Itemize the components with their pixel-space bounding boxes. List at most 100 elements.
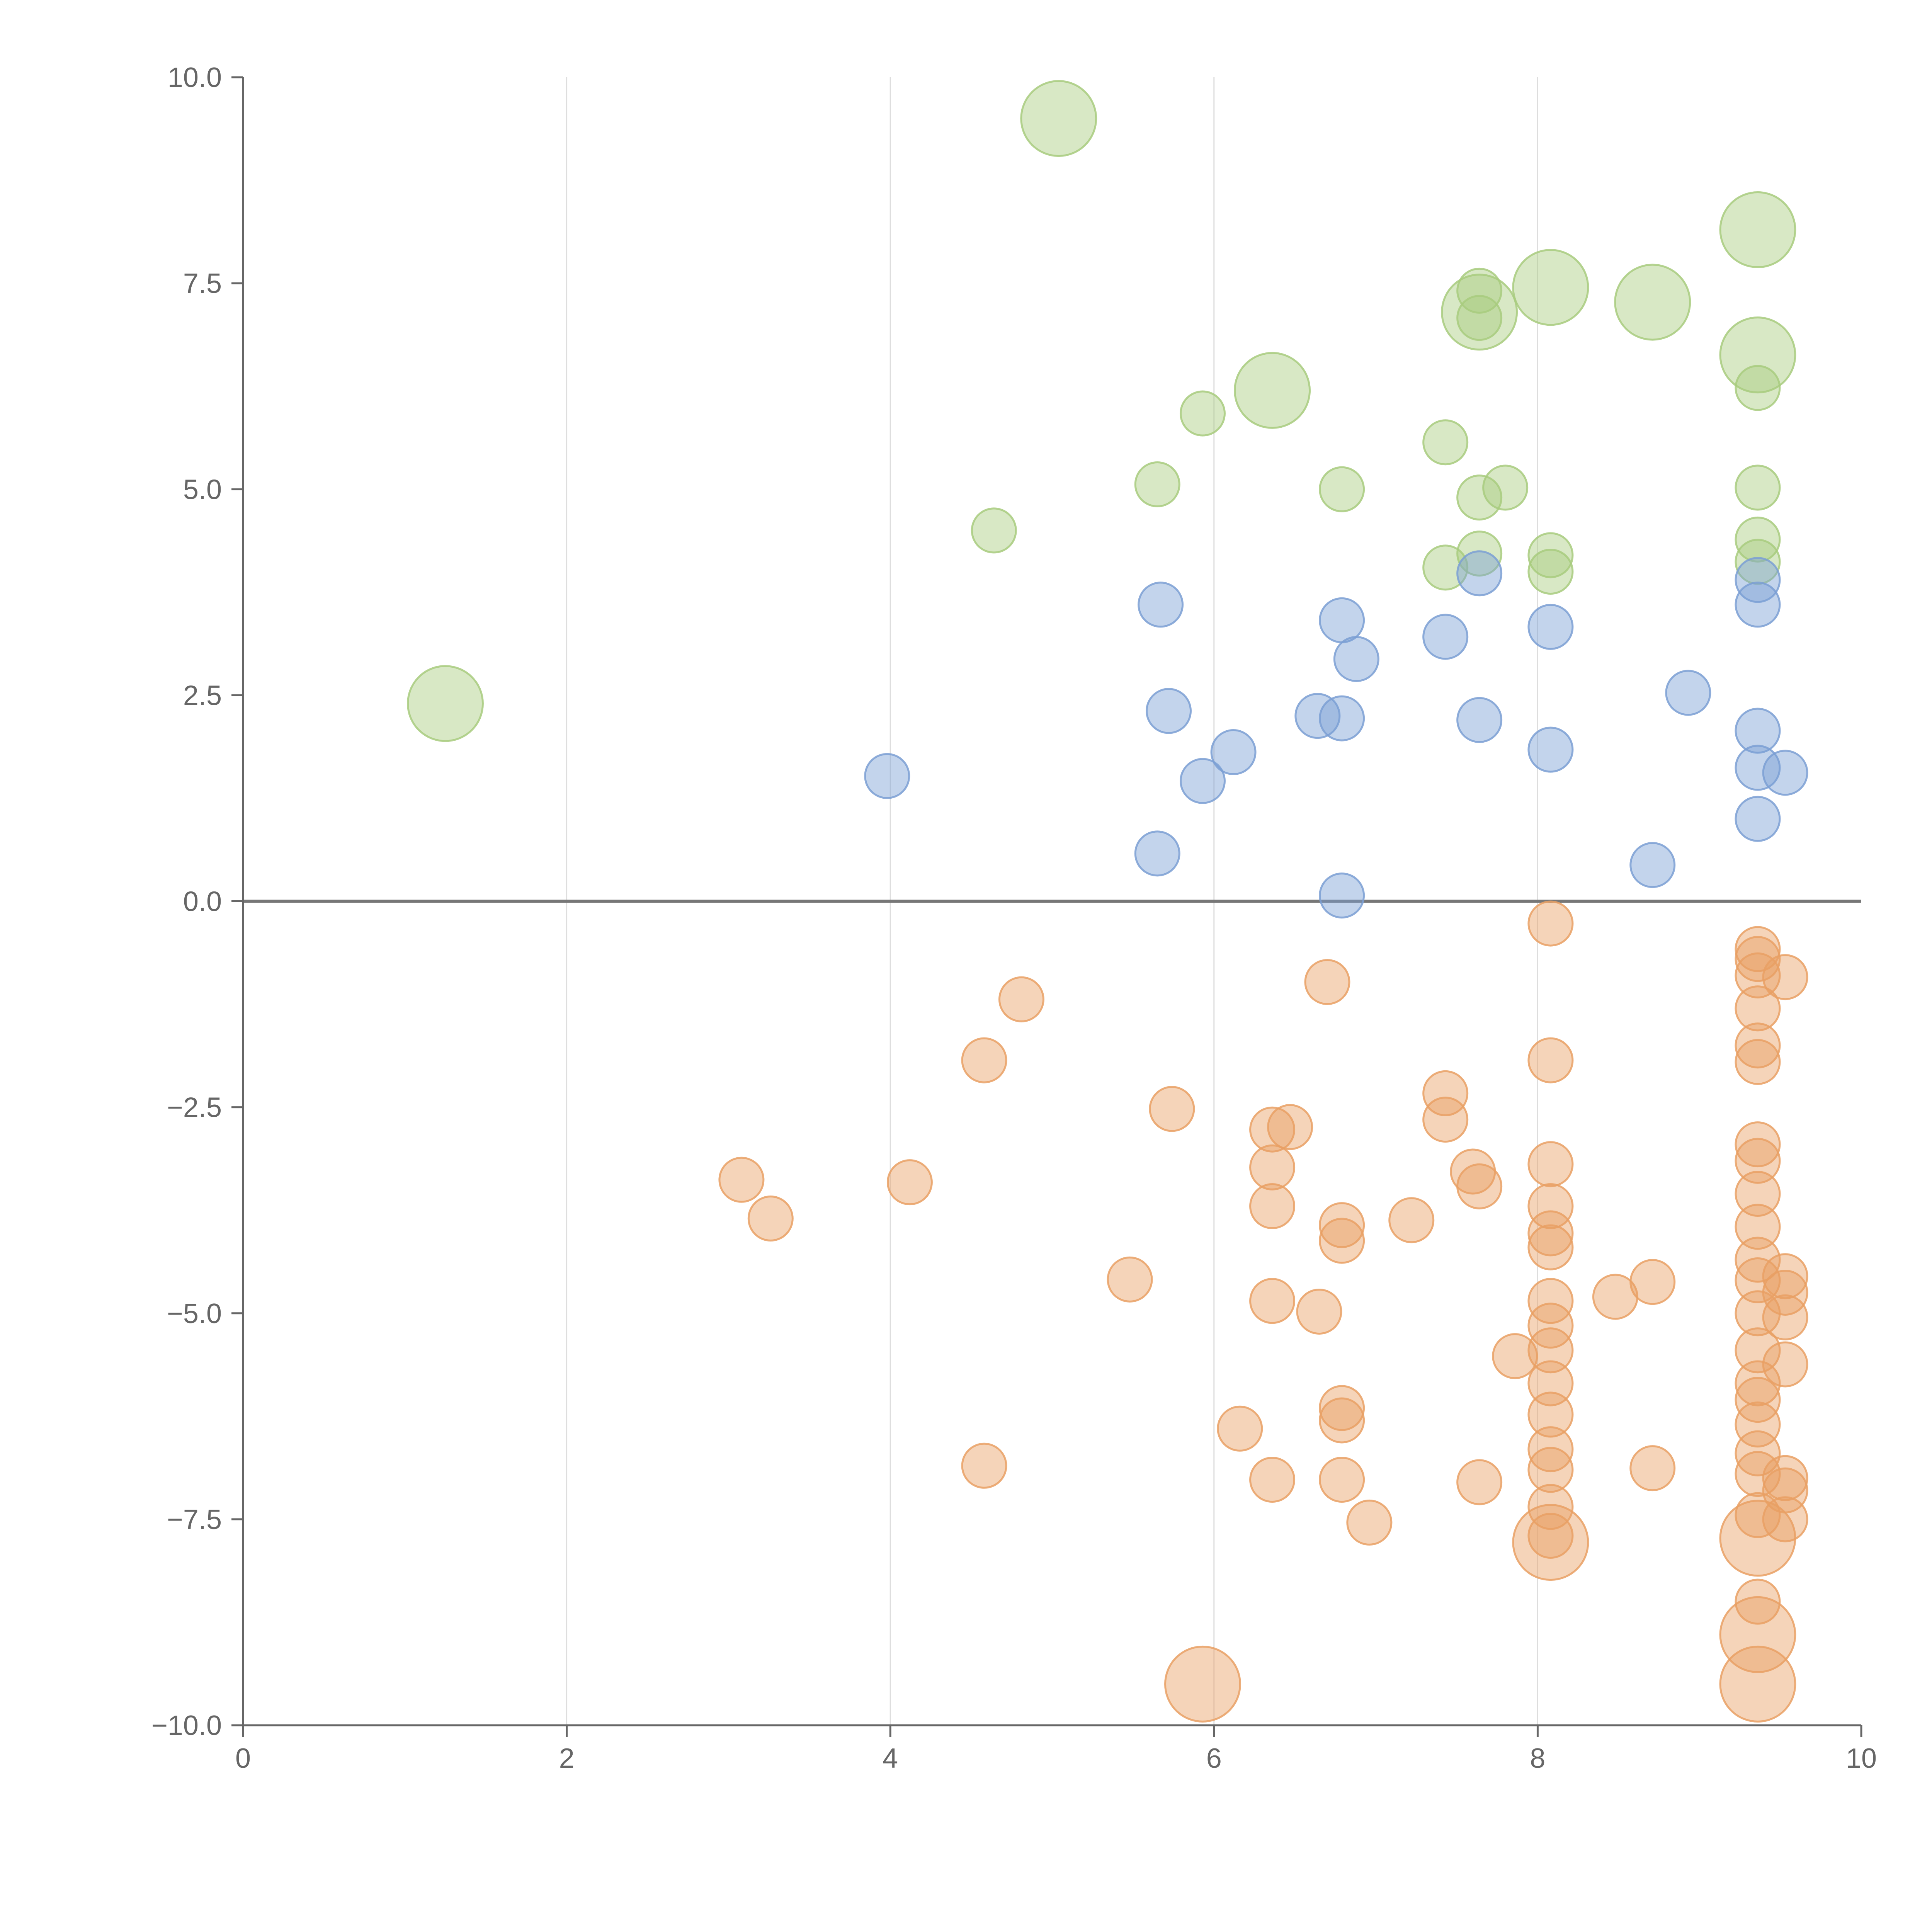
bubble-orange (1527, 1278, 1574, 1324)
bubble-blue (1735, 582, 1781, 628)
bubble-orange (1527, 1391, 1574, 1438)
bubble-orange (1249, 1278, 1296, 1324)
bubble-blue (1138, 582, 1184, 628)
bubble-blue (864, 753, 910, 799)
bubble-orange (1456, 1459, 1503, 1505)
bubble-orange (1527, 1513, 1574, 1559)
bubble-green (1719, 316, 1796, 394)
bubble-green (1456, 295, 1503, 341)
bubble-orange (1388, 1197, 1435, 1243)
y-tick-label: 7.5 (183, 268, 222, 299)
bubble-orange (1527, 1037, 1574, 1083)
bubble-orange (1762, 1455, 1808, 1501)
bubble-orange (1762, 1341, 1808, 1388)
bubble-orange (1735, 936, 1781, 982)
bubble-green (1422, 419, 1469, 466)
bubble-blue (1134, 830, 1180, 877)
bubble-orange (1492, 1333, 1538, 1379)
bubble-blue (1665, 670, 1711, 716)
bubble-blue (1319, 872, 1365, 919)
bubble-orange (1422, 1097, 1469, 1143)
y-tick-label: 2.5 (183, 680, 222, 711)
x-tick-label: 8 (1530, 1743, 1545, 1774)
x-tick-label: 4 (883, 1743, 898, 1774)
bubble-blue (1629, 842, 1676, 888)
bubble-blue (1146, 688, 1192, 734)
bubble-blue (1179, 758, 1226, 804)
bubble-green (1719, 191, 1796, 269)
bubble-green (1735, 539, 1781, 585)
x-tick-label: 0 (235, 1743, 251, 1774)
bubbles (407, 80, 1808, 1723)
bubble-blue (1333, 636, 1379, 682)
y-tick-label: −10.0 (151, 1710, 222, 1741)
bubble-blue (1735, 707, 1781, 754)
bubble-blue (1422, 614, 1469, 660)
y-tick-label: 5.0 (183, 474, 222, 505)
bubble-orange (1719, 1645, 1796, 1723)
bubble-orange (886, 1159, 933, 1206)
bubble-orange (1527, 1447, 1574, 1493)
bubble-orange (1164, 1645, 1241, 1723)
bubble-orange (1762, 954, 1808, 1000)
bubble-orange (1527, 900, 1574, 947)
bubble-blue (1456, 697, 1503, 743)
bubble-orange (1319, 1385, 1365, 1431)
bubble-orange (1735, 1022, 1781, 1069)
bubble-green (1512, 249, 1589, 326)
bubble-orange (1149, 1086, 1195, 1132)
bubble-orange (1346, 1499, 1393, 1546)
bubble-green (1179, 390, 1226, 437)
bubble-orange (1735, 1138, 1781, 1184)
y-tick-label: −2.5 (167, 1092, 222, 1123)
bubble-green (1456, 474, 1503, 521)
bubble-orange (1249, 1144, 1296, 1190)
bubble-orange (1527, 1327, 1574, 1374)
bubble-orange (1735, 1377, 1781, 1423)
bubble-orange (1319, 1397, 1365, 1444)
bubble-orange (1735, 1171, 1781, 1217)
bubble-blue (1527, 604, 1574, 650)
bubble-blue (1735, 557, 1781, 603)
bubble-orange (1527, 1303, 1574, 1349)
bubble-orange (1735, 1121, 1781, 1168)
bubble-green (1735, 365, 1781, 411)
bubble-orange (1762, 1467, 1808, 1514)
bubble-orange (1735, 1578, 1781, 1625)
bubble-orange (1527, 1484, 1574, 1530)
bubble-green (1134, 461, 1180, 507)
bubble-green (1614, 264, 1691, 341)
bubble-orange (1527, 1360, 1574, 1406)
bubble-blue (1735, 796, 1781, 842)
bubble-orange (1527, 1141, 1574, 1187)
bubble-orange (1629, 1259, 1676, 1305)
bubble-orange (1319, 1457, 1365, 1503)
bubble-green (407, 665, 484, 742)
bubble-green (1319, 466, 1365, 512)
bubble-blue (1762, 750, 1808, 796)
bubble-orange (1527, 1210, 1574, 1257)
bubble-orange (1319, 1202, 1365, 1248)
bubble-orange (1107, 1256, 1153, 1303)
bubble-orange (1527, 1224, 1574, 1270)
bubble-orange (1735, 1204, 1781, 1250)
x-tick-label: 6 (1206, 1743, 1222, 1774)
bubble-orange (1527, 1183, 1574, 1230)
bubble-green (1456, 531, 1503, 577)
bubble-blue (1319, 695, 1365, 742)
bubble-orange (1735, 985, 1781, 1032)
y-tick-label: 0.0 (183, 886, 222, 917)
bubble-green (1527, 549, 1574, 595)
bubble-orange (1762, 1294, 1808, 1340)
bubble-orange (998, 976, 1044, 1022)
bubble-orange (1422, 1070, 1469, 1116)
y-tick-label: −7.5 (167, 1504, 222, 1535)
bubble-orange (1296, 1288, 1342, 1335)
bubble-green (1456, 267, 1503, 314)
bubble-green (1422, 544, 1469, 591)
bubble-green (1527, 532, 1574, 578)
bubble-orange (1735, 1039, 1781, 1085)
bubble-orange (961, 1442, 1007, 1489)
bubble-orange (1735, 926, 1781, 972)
